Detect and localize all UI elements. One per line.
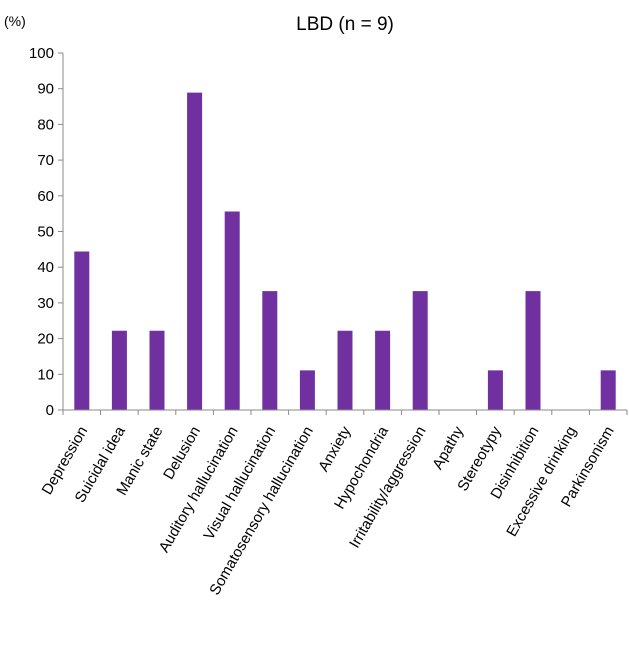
bars: [74, 92, 616, 410]
y-tick-label: 100: [29, 45, 54, 62]
y-tick-label: 10: [37, 366, 54, 383]
x-category-label: Apathy: [429, 423, 467, 472]
bar: [600, 370, 616, 410]
bar: [74, 251, 90, 410]
bar: [224, 211, 240, 410]
bar: [375, 330, 391, 410]
y-axis-ticks: 0 10 20 30 40 50 60 70 80 90 100: [29, 45, 63, 419]
y-tick-label: 70: [37, 152, 54, 169]
bar: [525, 291, 541, 410]
x-category-label: Anxiety: [315, 423, 355, 475]
bar: [299, 370, 315, 410]
y-tick-label: 0: [46, 402, 54, 419]
bar: [262, 291, 278, 410]
bar: [149, 330, 165, 410]
chart-title: LBD (n = 9): [296, 14, 394, 35]
bar: [111, 330, 127, 410]
bar: [412, 291, 428, 410]
y-tick-label: 50: [37, 224, 54, 241]
y-tick-label: 40: [37, 259, 54, 276]
y-tick-label: 30: [37, 295, 54, 312]
bar: [187, 92, 203, 410]
y-tick-label: 20: [37, 331, 54, 348]
bar: [337, 330, 353, 410]
x-axis-ticks: [62, 410, 628, 415]
y-tick-label: 80: [37, 116, 54, 133]
y-tick-label: 90: [37, 81, 54, 98]
y-tick-label: 60: [37, 188, 54, 205]
bar: [487, 370, 503, 410]
y-axis-unit-label: (%): [4, 13, 26, 29]
